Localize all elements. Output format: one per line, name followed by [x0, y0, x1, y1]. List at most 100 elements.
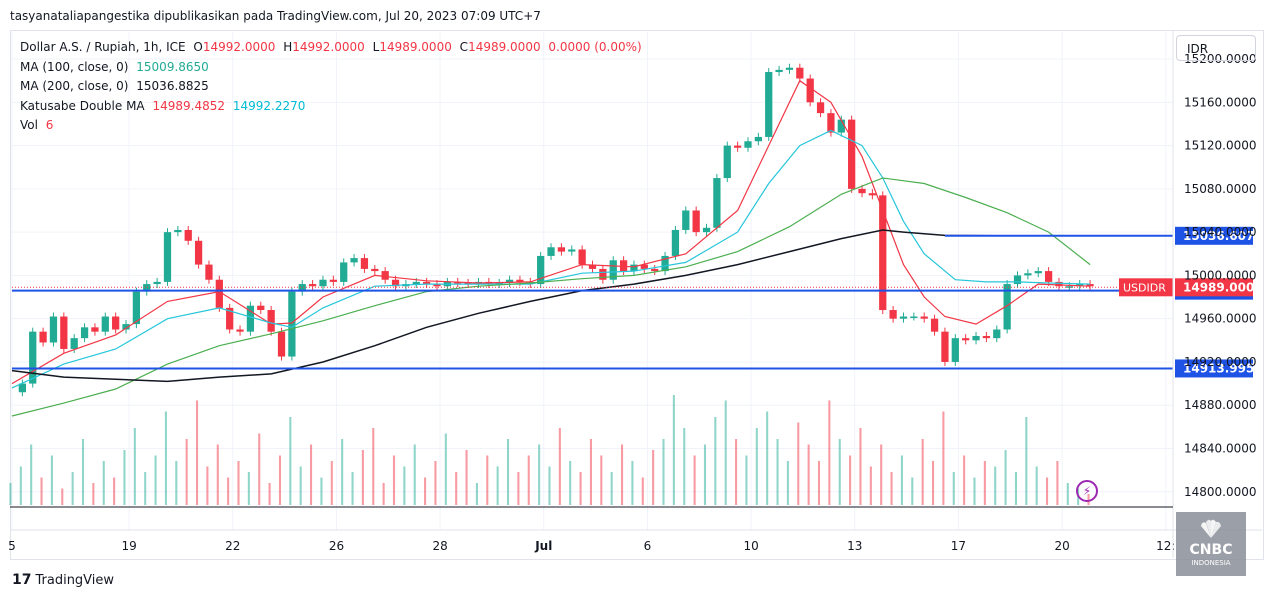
volume-bar	[579, 472, 582, 505]
volume-bar	[486, 455, 489, 505]
volume-bar	[548, 466, 551, 505]
volume-bar	[527, 455, 530, 505]
candle-body	[962, 338, 970, 341]
volume-bar	[434, 461, 437, 505]
chart-frame	[10, 30, 1264, 560]
x-tick-label: 22	[225, 539, 240, 553]
candle-body	[609, 260, 617, 280]
volume-bar	[465, 450, 468, 505]
legend-close: C14989.0000	[459, 40, 541, 54]
volume-bar	[755, 428, 758, 505]
candle-body	[557, 247, 566, 252]
candle-body	[505, 279, 514, 283]
currency-button[interactable]: IDR	[1176, 35, 1256, 61]
bolt-icon[interactable]: ⚡	[1076, 480, 1098, 502]
cnbc-name: CNBC	[1189, 542, 1233, 558]
candle-body	[1086, 284, 1094, 287]
ma-line-1	[11, 79, 1091, 385]
volume-bar	[724, 400, 727, 505]
volume-bar	[144, 472, 147, 505]
candle-body	[423, 281, 431, 285]
candle-body	[899, 316, 908, 319]
volume-bar	[786, 461, 789, 505]
volume-bar	[849, 455, 852, 505]
candle-body	[350, 258, 358, 263]
x-tick-label: 10	[743, 539, 758, 553]
volume-bar	[455, 472, 458, 505]
candle-body	[837, 119, 845, 133]
volume-bar	[30, 444, 33, 505]
volume-bar	[195, 400, 199, 505]
legend-symbol: Dollar A.S. / Rupiah, 1h, ICE	[20, 40, 186, 54]
candle-body	[1076, 284, 1084, 287]
volume-bar	[963, 455, 966, 505]
candle-body	[547, 247, 555, 256]
candle-body	[858, 188, 866, 194]
tradingview-brand[interactable]: 17 TradingView	[12, 572, 114, 588]
candle-body	[101, 316, 109, 332]
legend-ma100-row: MA (100, close, 0) 15009.8650	[20, 58, 646, 78]
candle-body	[39, 331, 47, 343]
candle-body	[70, 338, 78, 349]
candle-body	[816, 102, 825, 114]
publisher-caption: tasyanataliapangestika dipublikasikan pa…	[10, 9, 541, 23]
candle-body	[412, 281, 420, 285]
volume-bar	[154, 455, 157, 505]
volume-bar	[693, 455, 696, 505]
candle-body	[910, 316, 918, 319]
candle-body	[267, 310, 275, 332]
legend-vol-value: 6	[45, 118, 54, 132]
volume-bar	[911, 477, 914, 505]
volume-bar	[931, 461, 935, 505]
volume-bar	[164, 411, 167, 505]
level-label: 14913.9959	[1183, 361, 1263, 375]
volume-bar	[921, 439, 924, 505]
tradingview-name: TradingView	[35, 572, 115, 588]
volume-bar	[206, 466, 209, 505]
candle-body	[132, 291, 141, 325]
volume-bar	[320, 477, 323, 505]
candle-body	[381, 271, 389, 280]
legend-ma200-label: MA (200, close, 0)	[20, 79, 129, 93]
volume-bar	[382, 483, 385, 505]
volume-bar	[610, 472, 613, 505]
candle-body	[785, 67, 794, 70]
volume-bar	[817, 461, 821, 505]
legend-ma200-row: MA (200, close, 0) 15036.8825	[20, 77, 646, 97]
candle-body	[1044, 271, 1053, 282]
level-label-bg	[1175, 226, 1253, 245]
volume-bar	[403, 466, 406, 505]
candle-body	[143, 284, 151, 292]
volume-bar	[558, 428, 561, 505]
volume-bar	[838, 439, 841, 505]
volume-bar	[859, 428, 862, 505]
volume-bar	[952, 472, 955, 505]
candle-body	[588, 264, 597, 269]
candle-body	[288, 291, 296, 357]
candle-body	[879, 195, 887, 311]
volume-bar	[289, 417, 292, 505]
legend-katusabe-value-2: 14992.2270	[232, 98, 306, 113]
volume-bar	[123, 450, 126, 505]
volume-bar	[631, 461, 634, 505]
candle-body	[308, 284, 317, 287]
candle-body	[702, 227, 711, 233]
symbol-tag: USDIDR	[1123, 281, 1166, 294]
candle-body	[568, 249, 576, 252]
candle-body	[236, 329, 244, 332]
y-tick-label: 15120.0000	[1184, 139, 1257, 153]
candle-body	[661, 255, 669, 272]
volume-bar	[113, 477, 116, 505]
candle-body	[765, 72, 773, 137]
candle-body	[319, 279, 327, 287]
volume-bar	[641, 477, 644, 505]
candle-body	[868, 193, 877, 196]
candle-body	[1024, 273, 1032, 276]
volume-bar	[372, 428, 375, 505]
candle-body	[930, 318, 939, 332]
volume-bar	[413, 444, 416, 505]
volume-bar	[19, 466, 22, 505]
legend-ma100-value: 15009.8650	[136, 59, 209, 74]
y-tick-label: 14960.0000	[1184, 312, 1257, 326]
